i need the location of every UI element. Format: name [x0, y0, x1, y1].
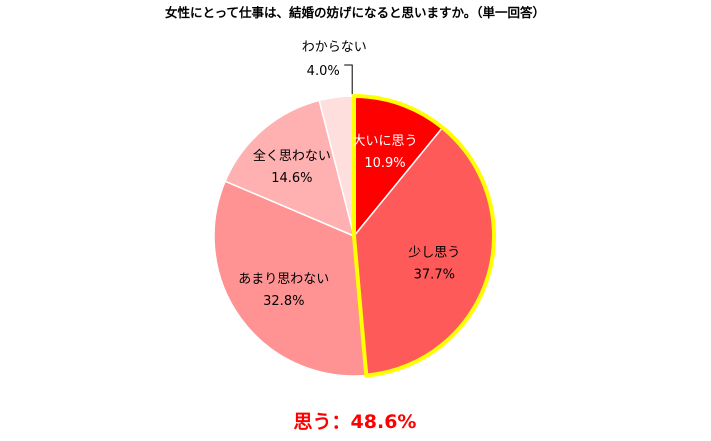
- slice-1-label: 大いに思う: [352, 134, 417, 149]
- slice-1-value: 10.9%: [364, 156, 405, 171]
- slice-4-label: 全く思わない: [253, 148, 331, 164]
- slice-labels: 大いに思う 10.9% 少し思う 37.7% あまり思わない 32.8% 全く思わない 14.…: [238, 40, 460, 309]
- slice-2-label: 少し思う: [408, 246, 460, 261]
- highlight-outline: [352, 94, 496, 378]
- slice-3-value: 32.8%: [263, 294, 304, 309]
- slice-4: [224, 99, 356, 238]
- slice-3: [213, 180, 368, 377]
- slice-2-value: 37.7%: [414, 268, 455, 283]
- chart-title: 女性にとって仕事は、結婚の妨げになると思いますか。（単一回答）: [165, 5, 545, 20]
- slice-3-label: あまり思わない: [238, 272, 329, 287]
- summary-text: 思う：48.6%: [294, 411, 417, 433]
- leader-line: [344, 64, 353, 95]
- slice-4-value: 14.6%: [271, 171, 312, 186]
- pie-slices: [213, 95, 495, 377]
- slice-5-value: 4.0%: [307, 64, 340, 79]
- slice-5-label: わからない: [302, 40, 367, 55]
